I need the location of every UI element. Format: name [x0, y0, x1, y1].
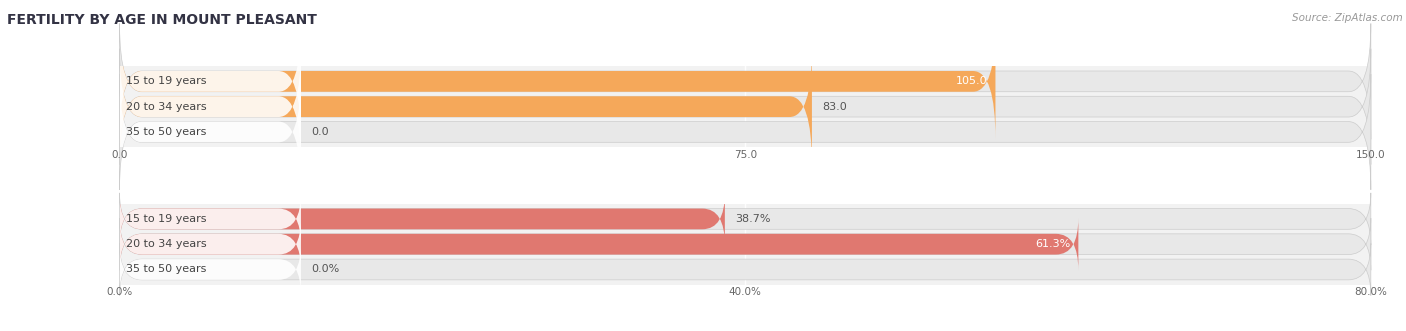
Text: 105.0: 105.0	[956, 76, 988, 86]
FancyBboxPatch shape	[120, 193, 725, 245]
FancyBboxPatch shape	[120, 218, 301, 270]
FancyBboxPatch shape	[120, 218, 1371, 270]
FancyBboxPatch shape	[120, 24, 995, 139]
Text: 83.0: 83.0	[823, 102, 846, 112]
Text: 0.0%: 0.0%	[311, 264, 339, 274]
FancyBboxPatch shape	[120, 193, 301, 245]
Text: 20 to 34 years: 20 to 34 years	[125, 102, 207, 112]
Text: 38.7%: 38.7%	[735, 214, 770, 224]
FancyBboxPatch shape	[120, 243, 301, 296]
FancyBboxPatch shape	[120, 49, 301, 165]
FancyBboxPatch shape	[120, 193, 1371, 245]
Text: 20 to 34 years: 20 to 34 years	[125, 239, 207, 249]
FancyBboxPatch shape	[120, 24, 301, 139]
FancyBboxPatch shape	[120, 218, 1078, 270]
Text: 61.3%: 61.3%	[1036, 239, 1071, 249]
Text: 15 to 19 years: 15 to 19 years	[125, 214, 207, 224]
FancyBboxPatch shape	[120, 49, 811, 165]
FancyBboxPatch shape	[120, 49, 1371, 165]
Text: Source: ZipAtlas.com: Source: ZipAtlas.com	[1292, 13, 1403, 23]
FancyBboxPatch shape	[120, 243, 1371, 296]
FancyBboxPatch shape	[120, 74, 301, 190]
FancyBboxPatch shape	[120, 24, 1371, 139]
Text: 15 to 19 years: 15 to 19 years	[125, 76, 207, 86]
Text: FERTILITY BY AGE IN MOUNT PLEASANT: FERTILITY BY AGE IN MOUNT PLEASANT	[7, 13, 316, 27]
Text: 35 to 50 years: 35 to 50 years	[125, 264, 207, 274]
Text: 35 to 50 years: 35 to 50 years	[125, 127, 207, 137]
FancyBboxPatch shape	[120, 74, 1371, 190]
Text: 0.0: 0.0	[311, 127, 329, 137]
